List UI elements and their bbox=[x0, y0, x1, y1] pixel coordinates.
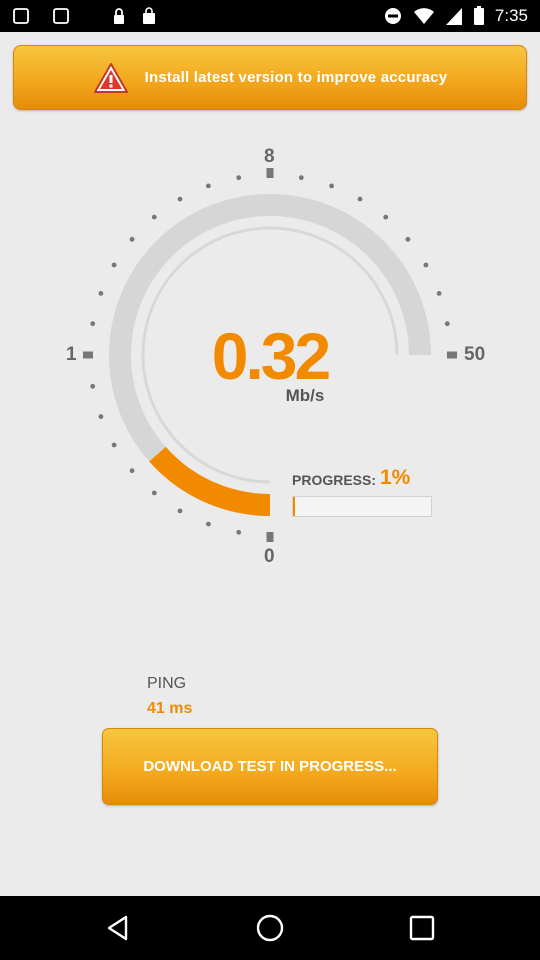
gauge-ticks bbox=[90, 175, 450, 535]
warning-icon bbox=[93, 62, 128, 93]
update-banner[interactable]: Install latest version to improve accura… bbox=[13, 45, 527, 110]
home-icon[interactable] bbox=[254, 912, 286, 944]
gauge-tick bbox=[90, 383, 96, 389]
gauge-tick bbox=[444, 321, 450, 327]
gauge-tick bbox=[436, 291, 442, 296]
lock-icon bbox=[114, 8, 124, 24]
gauge-progress-arc bbox=[149, 446, 271, 516]
gauge-tick bbox=[98, 414, 104, 419]
ping-value: 41 ms bbox=[147, 700, 193, 717]
do-not-disturb-icon bbox=[384, 8, 401, 24]
status-bar: 7:35 bbox=[0, 0, 540, 32]
progress-value: 1% bbox=[380, 466, 411, 489]
gauge-major-marker bbox=[266, 168, 274, 178]
gauge-tick bbox=[90, 321, 96, 327]
gauge-markers bbox=[83, 168, 457, 542]
gauge-tick bbox=[357, 196, 363, 202]
banner-text: Install latest version to improve accura… bbox=[144, 69, 448, 86]
scale-label-bottom: 0 bbox=[264, 546, 275, 567]
wifi-icon bbox=[413, 8, 434, 24]
speed-gauge bbox=[83, 168, 457, 542]
gauge-tick bbox=[405, 236, 411, 242]
gauge-tick bbox=[236, 529, 242, 535]
gauge-major-marker bbox=[447, 351, 457, 359]
gauge-tick bbox=[98, 291, 104, 296]
navigation-bar bbox=[0, 896, 540, 960]
gauge-tick bbox=[177, 508, 183, 514]
store-icon bbox=[143, 7, 155, 24]
notification-icon bbox=[53, 8, 69, 24]
battery-icon bbox=[473, 6, 484, 25]
gauge-tick bbox=[206, 521, 211, 527]
gauge-tick bbox=[151, 490, 157, 496]
gauge-tick bbox=[206, 183, 211, 189]
download-test-button[interactable]: DOWNLOAD TEST IN PROGRESS... bbox=[102, 728, 438, 805]
gauge-tick bbox=[383, 214, 389, 220]
progress-bar-fill bbox=[293, 497, 295, 516]
scale-label-left: 1 bbox=[66, 344, 77, 365]
back-icon[interactable] bbox=[102, 912, 134, 944]
gauge-major-marker bbox=[83, 351, 93, 359]
gauge-tick bbox=[129, 236, 135, 242]
recents-icon[interactable] bbox=[406, 912, 438, 944]
speed-unit: Mb/s bbox=[285, 386, 325, 405]
gauge-tick bbox=[423, 262, 429, 268]
status-time: 7:35 bbox=[494, 6, 528, 25]
progress-bar bbox=[292, 496, 432, 517]
notification-icon bbox=[13, 8, 29, 24]
gauge-tick bbox=[129, 468, 135, 474]
progress-label: PROGRESS: bbox=[292, 472, 377, 488]
ping-label: PING bbox=[147, 675, 187, 692]
gauge-tick bbox=[151, 214, 157, 220]
gauge-tick bbox=[329, 183, 334, 189]
gauge-tick bbox=[236, 175, 242, 181]
gauge-tick bbox=[111, 442, 117, 448]
speed-value: 0.32 bbox=[211, 319, 331, 393]
app-screen: Install latest version to improve accura… bbox=[0, 32, 540, 896]
gauge-tick bbox=[298, 175, 304, 181]
gauge-tick bbox=[111, 262, 117, 268]
gauge-inner-track bbox=[141, 226, 399, 484]
scale-label-right: 50 bbox=[464, 344, 486, 365]
signal-icon bbox=[445, 8, 462, 25]
gauge-major-marker bbox=[266, 532, 274, 542]
gauge-tick bbox=[177, 196, 183, 202]
scale-label-top: 8 bbox=[264, 146, 275, 167]
